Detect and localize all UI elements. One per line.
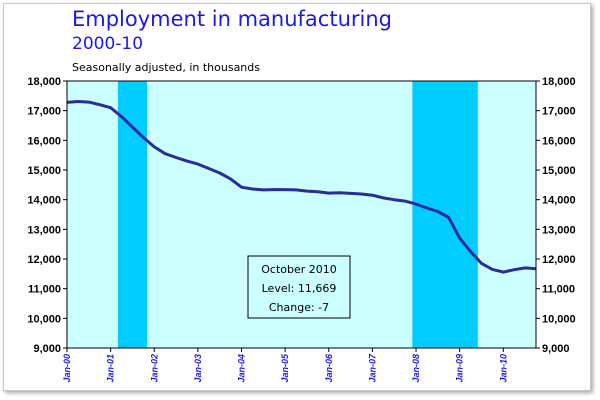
y-tick-label-left: 15,000 <box>27 165 61 177</box>
annotation-box-border <box>247 255 351 319</box>
x-tick-label: Jan-00 <box>62 354 72 383</box>
y-axis-ticks: 9,000 9,000 10,000 10,000 11,000 11,000 12,000… <box>27 76 575 355</box>
y-tick-label-right: 18,000 <box>542 76 576 88</box>
y-tick-label-left: 16,000 <box>27 135 61 147</box>
y-axis-note: Seasonally adjusted, in thousands <box>72 61 260 74</box>
y-tick-label-left: 11,000 <box>28 284 61 296</box>
y-tick-label-right: 11,000 <box>542 284 575 296</box>
y-tick-label-left: 17,000 <box>27 106 61 118</box>
chart-title: Employment in manufacturing <box>72 7 392 31</box>
x-tick-label: Jan-09 <box>455 354 465 383</box>
x-tick-label: Jan-08 <box>411 354 421 383</box>
x-tick-label: Jan-05 <box>280 353 290 383</box>
annotation-date: October 2010 <box>261 263 337 276</box>
y-tick-label-left: 12,000 <box>27 254 61 266</box>
annotation-level: Level: 11,669 <box>262 282 337 295</box>
y-tick-label-left: 14,000 <box>27 195 61 207</box>
y-tick-label-left: 18,000 <box>27 76 61 88</box>
y-tick-label-right: 14,000 <box>542 195 576 207</box>
y-tick-label-right: 9,000 <box>542 343 570 355</box>
recession-band-0 <box>117 81 147 348</box>
x-tick-label: Jan-02 <box>149 354 159 383</box>
y-tick-label-right: 17,000 <box>542 106 576 118</box>
x-tick-label: Jan-10 <box>498 354 508 383</box>
x-axis-ticks: Jan-00 Jan-01 Jan-02 Jan-03 Jan-04 Jan-05 Jan-… <box>62 348 508 383</box>
y-tick-label-right: 12,000 <box>542 254 576 266</box>
annotation-change: Change: -7 <box>269 301 329 314</box>
y-tick-label-right: 10,000 <box>542 313 576 325</box>
x-tick-label: Jan-01 <box>106 354 116 383</box>
x-tick-label: Jan-07 <box>367 353 377 383</box>
y-tick-label-right: 15,000 <box>542 165 576 177</box>
x-tick-label: Jan-06 <box>324 353 334 383</box>
y-tick-label-left: 10,000 <box>27 313 61 325</box>
y-tick-label-right: 13,000 <box>542 224 576 236</box>
x-tick-label: Jan-04 <box>237 354 247 383</box>
x-tick-label: Jan-03 <box>193 354 203 383</box>
y-tick-label-left: 9,000 <box>33 343 61 355</box>
annotation-box: October 2010 Level: 11,669 Change: -7 <box>247 255 351 319</box>
y-tick-label-left: 13,000 <box>27 224 61 236</box>
chart-subtitle: 2000-10 <box>72 34 143 54</box>
plot-border <box>66 80 537 349</box>
series-line <box>66 100 537 274</box>
y-tick-label-right: 16,000 <box>542 135 576 147</box>
